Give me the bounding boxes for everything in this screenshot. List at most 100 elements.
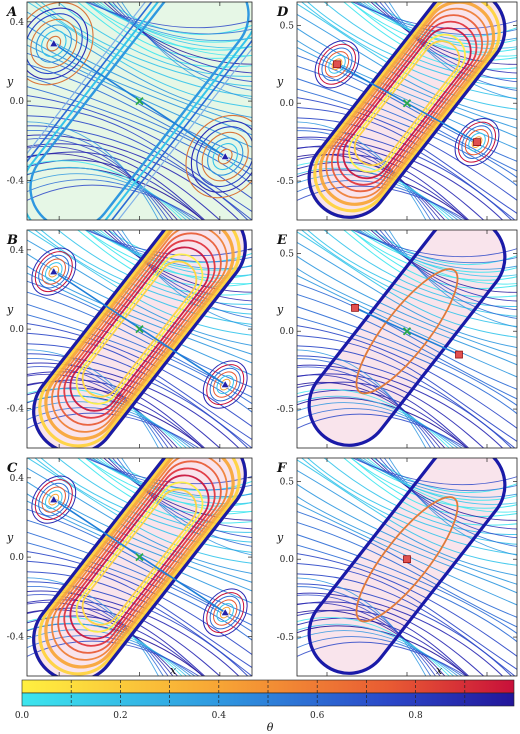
orbit (196, 126, 252, 187)
spiral-orbit (38, 254, 70, 289)
flow-line (91, 2, 252, 42)
y-tick-label: 0.0 (280, 99, 295, 109)
fixed-point-triangle (49, 495, 59, 503)
panel-label: B (6, 233, 18, 248)
flow-line (388, 230, 517, 328)
y-axis-label: y (276, 75, 284, 88)
flow-line (116, 230, 252, 319)
flow-line (350, 458, 517, 517)
flow-line (27, 622, 188, 676)
y-tick-label: -0.5 (277, 405, 295, 415)
limit-cycle-band (325, 7, 489, 199)
flow-line (297, 161, 468, 220)
x-axis-label-right: x (436, 664, 443, 677)
outer-limit-cycle (307, 2, 507, 219)
y-tick-label: 0.0 (280, 555, 295, 565)
saddle-point-cross (135, 96, 144, 106)
flow-line (27, 303, 252, 405)
flow-line (27, 143, 221, 220)
flow-line (27, 349, 159, 448)
flow-line (383, 458, 517, 547)
unstable-orbit (355, 496, 459, 623)
fixed-point-square (455, 350, 463, 359)
flow-line (297, 130, 432, 220)
spiral-orbit (34, 479, 73, 521)
flow-line (297, 594, 436, 676)
y-tick-label: 0.4 (10, 246, 25, 256)
flow-line (27, 134, 240, 220)
flow-line (27, 121, 159, 220)
y-tick-label: 0.5 (280, 249, 295, 259)
limit-cycle-band (313, 2, 501, 213)
orbit (207, 137, 244, 176)
flow-line (297, 39, 517, 138)
panel-label: F (276, 461, 287, 476)
y-tick-label: 0.0 (10, 325, 25, 335)
trajectory-layer (297, 2, 517, 220)
spiral-orbit (213, 371, 238, 398)
flow-line (27, 37, 252, 136)
flow-line (297, 623, 455, 676)
flow-line (388, 2, 517, 100)
flow-line (297, 55, 517, 162)
spiral-orbit (213, 599, 238, 626)
flow-line (374, 230, 517, 302)
flow-line (297, 366, 436, 448)
spiral-orbit (464, 129, 490, 156)
flow-line (27, 362, 240, 448)
flow-line (297, 255, 517, 357)
y-tick-label: 0.0 (280, 327, 295, 337)
flow-line (351, 2, 517, 30)
flow-line (388, 458, 517, 556)
flow-line (297, 408, 463, 448)
outer-limit-cycle (32, 458, 247, 676)
flow-line (301, 458, 517, 555)
flow-line (27, 166, 188, 220)
flow-line (356, 2, 517, 45)
flow-line (76, 230, 252, 296)
y-axis-label: y (6, 531, 14, 544)
flow-line (297, 583, 512, 676)
limit-cycle-band (69, 474, 210, 640)
spiral-orbit (31, 475, 77, 524)
flow-line (297, 395, 455, 448)
flow-line (370, 2, 517, 65)
flow-line (76, 458, 252, 524)
x-axis-label-left: x (170, 664, 177, 677)
flow-line (116, 2, 252, 91)
panel-B: By 0.4 0.0 -0.4 (6, 229, 253, 449)
trajectory-layer (27, 230, 252, 448)
flow-line (27, 239, 252, 347)
flow-line (297, 27, 517, 129)
flow-line (297, 46, 517, 150)
orbit (185, 114, 252, 199)
flow-line (27, 493, 252, 592)
flow-line (107, 230, 252, 302)
spiral-orbit (328, 54, 346, 74)
panel-label: C (7, 461, 18, 476)
colorbar-tick-label: 0.6 (310, 711, 325, 721)
orbit (30, 18, 78, 69)
flow-line (27, 531, 252, 633)
saddle-point-cross (402, 99, 412, 108)
flow-line (121, 458, 252, 556)
flow-line (27, 366, 169, 448)
flow-line (297, 146, 441, 220)
flow-line (111, 2, 252, 82)
flow-line (40, 458, 252, 543)
spiral-orbit (457, 121, 497, 163)
flow-line (307, 230, 517, 317)
spiral-orbit (202, 360, 248, 409)
flow-line (297, 609, 446, 676)
flow-line (370, 458, 517, 521)
flow-line (95, 458, 252, 505)
flow-line (350, 2, 517, 53)
fixed-point-triangle (220, 151, 230, 160)
flow-line (370, 230, 517, 293)
flow-line (27, 153, 178, 220)
flow-line (98, 230, 252, 285)
flow-line (358, 2, 517, 42)
outer-limit-cycle (307, 230, 507, 447)
